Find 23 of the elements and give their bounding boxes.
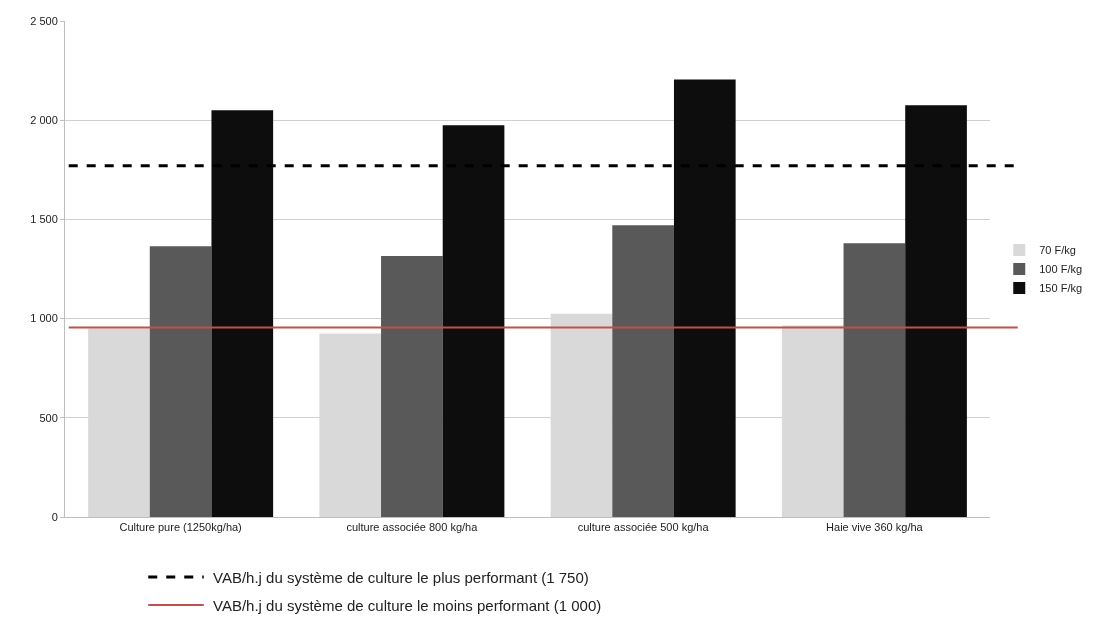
- y-tick-label: 2 000: [30, 114, 58, 127]
- x-tick-label: Haie vive 360 kg/ha: [826, 521, 924, 534]
- y-tick-label: 1 500: [30, 213, 58, 226]
- y-tick-label: 500: [39, 411, 58, 424]
- legend-label: VAB/h.j du système de culture le moins performant (1 000): [213, 597, 602, 614]
- legend-label: VAB/h.j du système de culture le plus performant (1 750): [213, 569, 589, 586]
- legend-label: 70 F/kg: [1039, 244, 1076, 257]
- bar: [843, 243, 906, 517]
- bar: [905, 105, 967, 517]
- bar: [442, 125, 505, 517]
- y-tick-label: 1 000: [30, 312, 58, 325]
- bar: [381, 256, 443, 517]
- bar: [211, 110, 274, 517]
- bar: [673, 79, 736, 517]
- legend-label: 150 F/kg: [1039, 282, 1083, 295]
- bar: [149, 246, 212, 517]
- y-tick-label: 0: [51, 510, 58, 523]
- bar: [612, 225, 674, 517]
- y-tick-label: 2 500: [30, 14, 58, 27]
- legend-label: 100 F/kg: [1039, 263, 1083, 276]
- x-tick-label: culture associée 800 kg/ha: [346, 521, 479, 534]
- x-tick-label: Culture pure (1250kg/ha): [119, 521, 242, 534]
- x-tick-label: culture associée 500 kg/ha: [577, 521, 710, 534]
